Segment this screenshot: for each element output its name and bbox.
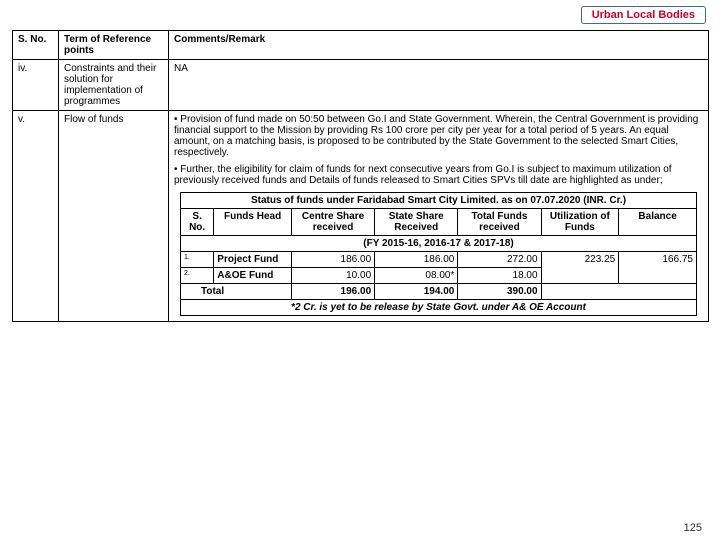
ir1-total: 272.00 — [458, 252, 541, 268]
badge-urban-local-bodies: Urban Local Bodies — [581, 6, 706, 24]
inner-fy: (FY 2015-16, 2016-17 & 2017-18) — [181, 236, 697, 252]
inner-total-row: Total 196.00 194.00 390.00 — [181, 284, 697, 300]
inner-fy-row: (FY 2015-16, 2016-17 & 2017-18) — [181, 236, 697, 252]
ih-bal: Balance — [619, 209, 697, 236]
inner-title: Status of funds under Faridabad Smart Ci… — [181, 193, 697, 209]
bullet-2: Further, the eligibility for claim of fu… — [174, 164, 703, 186]
ir1-sno: 1. — [181, 252, 214, 268]
outer-h-comment: Comments/Remark — [169, 31, 709, 60]
outer-row-v: v. Flow of funds Provision of fund made … — [13, 111, 709, 322]
outer-h-sno: S. No. — [13, 31, 59, 60]
ir1-head: Project Fund — [214, 252, 292, 268]
ir2-sno: 2. — [181, 268, 214, 284]
page-number: 125 — [684, 522, 702, 534]
ih-state: State Share Received — [375, 209, 458, 236]
cell-comment-flow: Provision of fund made on 50:50 between … — [169, 111, 709, 322]
it-total: 390.00 — [458, 284, 541, 300]
ih-util: Utilization of Funds — [541, 209, 619, 236]
cell-term: Constraints and their solution for imple… — [59, 60, 169, 111]
ir-bal: 166.75 — [619, 252, 697, 284]
ih-head: Funds Head — [214, 209, 292, 236]
ir2-centre: 10.00 — [291, 268, 374, 284]
outer-row-iv: iv. Constraints and their solution for i… — [13, 60, 709, 111]
inner-title-row: Status of funds under Faridabad Smart Ci… — [181, 193, 697, 209]
it-label: Total — [181, 284, 292, 300]
outer-table: S. No. Term of Reference points Comments… — [12, 30, 709, 322]
ih-sno: S. No. — [181, 209, 214, 236]
cell-term: Flow of funds — [59, 111, 169, 322]
ir1-centre: 186.00 — [291, 252, 374, 268]
bullet-1: Provision of fund made on 50:50 between … — [174, 114, 703, 158]
inner-note-row: *2 Cr. is yet to be release by State Gov… — [181, 300, 697, 316]
ir-util: 223.25 — [541, 252, 619, 284]
inner-table: Status of funds under Faridabad Smart Ci… — [180, 192, 697, 316]
inner-table-wrap: Status of funds under Faridabad Smart Ci… — [180, 192, 697, 316]
ir2-total: 18.00 — [458, 268, 541, 284]
ir1-state: 186.00 — [375, 252, 458, 268]
inner-note: *2 Cr. is yet to be release by State Gov… — [181, 300, 697, 316]
cell-sno: v. — [13, 111, 59, 322]
ir2-state: 08.00* — [375, 268, 458, 284]
it-blank — [541, 284, 696, 300]
ih-centre: Centre Share received — [291, 209, 374, 236]
outer-header-row: S. No. Term of Reference points Comments… — [13, 31, 709, 60]
cell-comment: NA — [169, 60, 709, 111]
inner-header-row: S. No. Funds Head Centre Share received … — [181, 209, 697, 236]
cell-sno: iv. — [13, 60, 59, 111]
ir2-head: A&OE Fund — [214, 268, 292, 284]
outer-h-term: Term of Reference points — [59, 31, 169, 60]
it-centre: 196.00 — [291, 284, 374, 300]
it-state: 194.00 — [375, 284, 458, 300]
ih-total: Total Funds received — [458, 209, 541, 236]
